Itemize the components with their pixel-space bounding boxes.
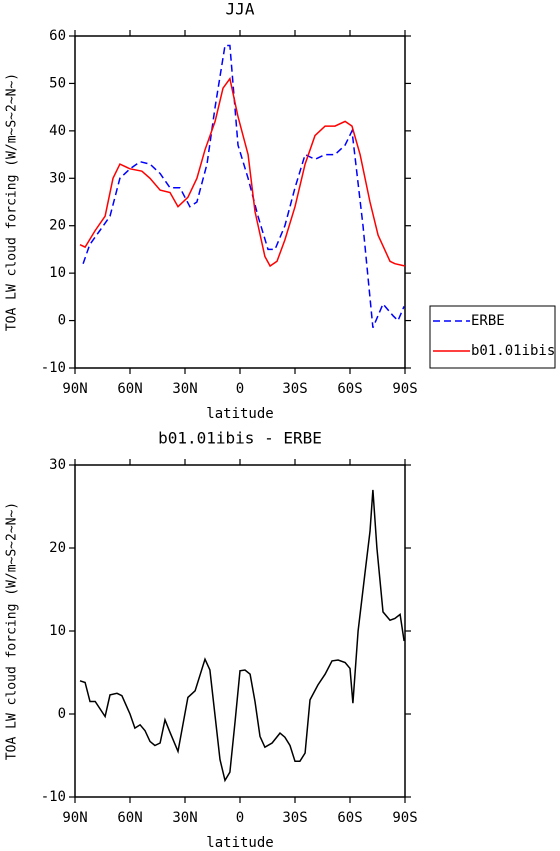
x-axis-label: latitude — [206, 406, 273, 422]
y-tick-label: 10 — [49, 623, 66, 639]
x-tick-label: 90N — [62, 381, 87, 397]
legend-label: ERBE — [471, 313, 505, 329]
y-tick-label: 60 — [49, 28, 66, 44]
x-tick-label: 90S — [392, 381, 417, 397]
x-tick-label: 0 — [236, 810, 244, 826]
x-tick-label: 60S — [337, 810, 362, 826]
y-tick-label: 20 — [49, 540, 66, 556]
x-tick-label: 0 — [236, 381, 244, 397]
x-tick-label: 30N — [172, 381, 197, 397]
y-axis-label: TOA LW cloud forcing (W/m~S~2~N~) — [5, 502, 20, 760]
y-tick-label: 0 — [58, 706, 66, 722]
series-line — [79, 76, 406, 268]
x-tick-label: 30N — [172, 810, 197, 826]
x-tick-label: 60N — [117, 810, 142, 826]
chart-title: b01.01ibis - ERBE — [158, 429, 322, 448]
y-tick-label: 0 — [58, 313, 66, 329]
series-line — [82, 44, 405, 328]
y-tick-label: 40 — [49, 123, 66, 139]
x-tick-label: 30S — [282, 381, 307, 397]
series-line — [79, 489, 405, 783]
y-tick-label: -10 — [41, 789, 66, 805]
y-axis-label: TOA LW cloud forcing (W/m~S~2~N~) — [5, 73, 20, 331]
y-tick-label: 20 — [49, 218, 66, 234]
x-tick-label: 60S — [337, 381, 362, 397]
legend-box — [429, 305, 556, 369]
x-tick-label: 30S — [282, 810, 307, 826]
y-tick-label: 30 — [49, 457, 66, 473]
plot-frame — [74, 464, 406, 798]
y-tick-label: -10 — [41, 360, 66, 376]
plot-frame — [74, 35, 406, 369]
y-tick-label: 50 — [49, 75, 66, 91]
y-tick-label: 10 — [49, 265, 66, 281]
x-tick-label: 90S — [392, 810, 417, 826]
y-tick-label: 30 — [49, 170, 66, 186]
chart-title: JJA — [226, 0, 255, 19]
x-tick-label: 60N — [117, 381, 142, 397]
legend-label: b01.01ibis — [471, 343, 555, 359]
x-axis-label: latitude — [206, 835, 273, 851]
x-tick-label: 90N — [62, 810, 87, 826]
